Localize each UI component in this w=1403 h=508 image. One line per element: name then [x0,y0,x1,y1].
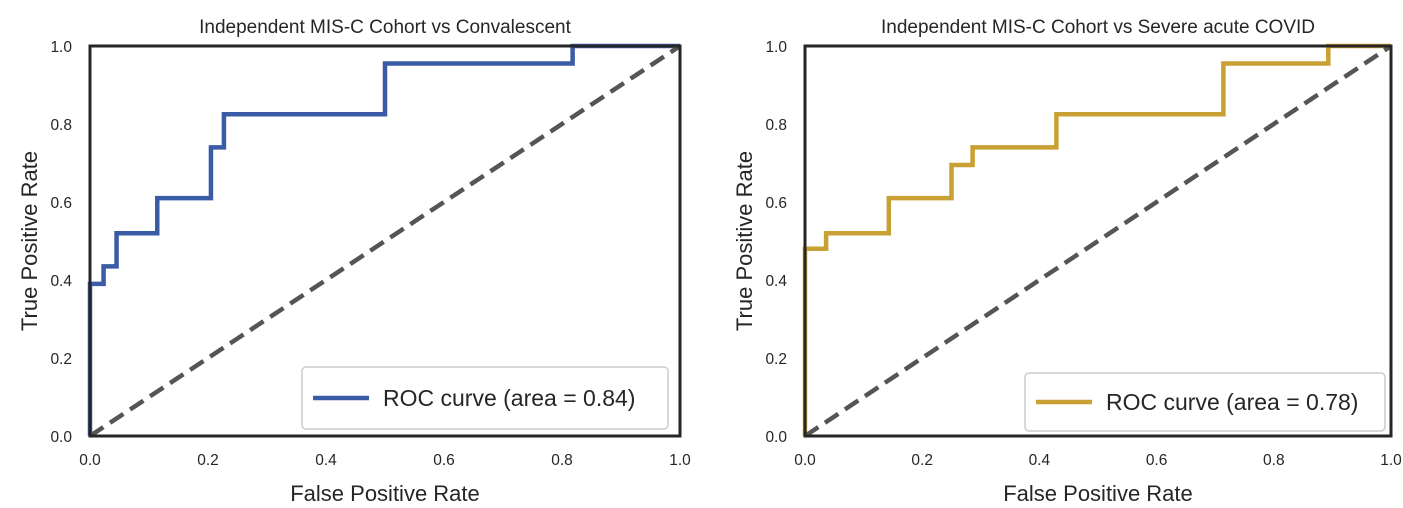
x-tick-label: 0.2 [911,452,933,469]
y-tick-label: 0.0 [765,429,787,446]
x-tick-label: 0.8 [1263,452,1285,469]
x-tick-label: 0.6 [433,452,455,469]
legend-box [1024,372,1386,432]
y-tick-label: 1.0 [765,39,787,56]
legend-box [301,366,669,430]
x-tick-label: 0.4 [315,452,337,469]
y-tick-label: 0.4 [765,273,787,290]
plot-frame [88,44,682,438]
chart-title: Independent MIS-C Cohort vs Severe acute… [881,17,1315,38]
y-axis-label: True Positive Rate [17,151,42,331]
x-tick-label: 1.0 [669,452,691,469]
y-tick-label: 0.8 [50,117,72,134]
y-tick-label: 0.2 [50,351,72,368]
chart-title: Independent MIS-C Cohort vs Convalescent [199,17,571,38]
y-tick-label: 0.4 [50,273,72,290]
chart-convalescent: Independent MIS-C Cohort vs Convalescent… [17,17,691,506]
x-tick-label: 0.8 [551,452,573,469]
legend-label: ROC curve (area = 0.84) [383,385,635,411]
x-tick-label: 0.0 [79,452,101,469]
legend-label: ROC curve (area = 0.78) [1106,389,1358,415]
x-axis-label: False Positive Rate [1003,481,1193,506]
y-tick-label: 0.8 [765,117,787,134]
x-tick-label: 0.0 [794,452,816,469]
plot-frame [803,44,1393,438]
legend: ROC curve (area = 0.84) [301,366,669,430]
legend: ROC curve (area = 0.78) [1024,372,1386,432]
y-tick-label: 0.0 [50,429,72,446]
y-tick-label: 0.6 [50,195,72,212]
y-tick-label: 0.6 [765,195,787,212]
x-tick-label: 1.0 [1380,452,1402,469]
chance-diagonal-line [88,44,682,438]
roc-curve-line [87,43,680,436]
x-tick-label: 0.6 [1146,452,1168,469]
y-tick-label: 1.0 [50,39,72,56]
x-tick-label: 0.4 [1029,452,1051,469]
x-axis-label: False Positive Rate [290,481,480,506]
x-tick-label: 0.2 [197,452,219,469]
chart-severe-acute-covid: Independent MIS-C Cohort vs Severe acute… [732,17,1402,506]
y-tick-label: 0.2 [765,351,787,368]
chance-diagonal-line [803,44,1393,438]
roc-curve-line [802,43,1391,436]
y-axis-label: True Positive Rate [732,151,757,331]
